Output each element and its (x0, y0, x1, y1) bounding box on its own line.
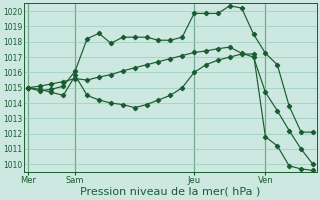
X-axis label: Pression niveau de la mer( hPa ): Pression niveau de la mer( hPa ) (80, 187, 260, 197)
